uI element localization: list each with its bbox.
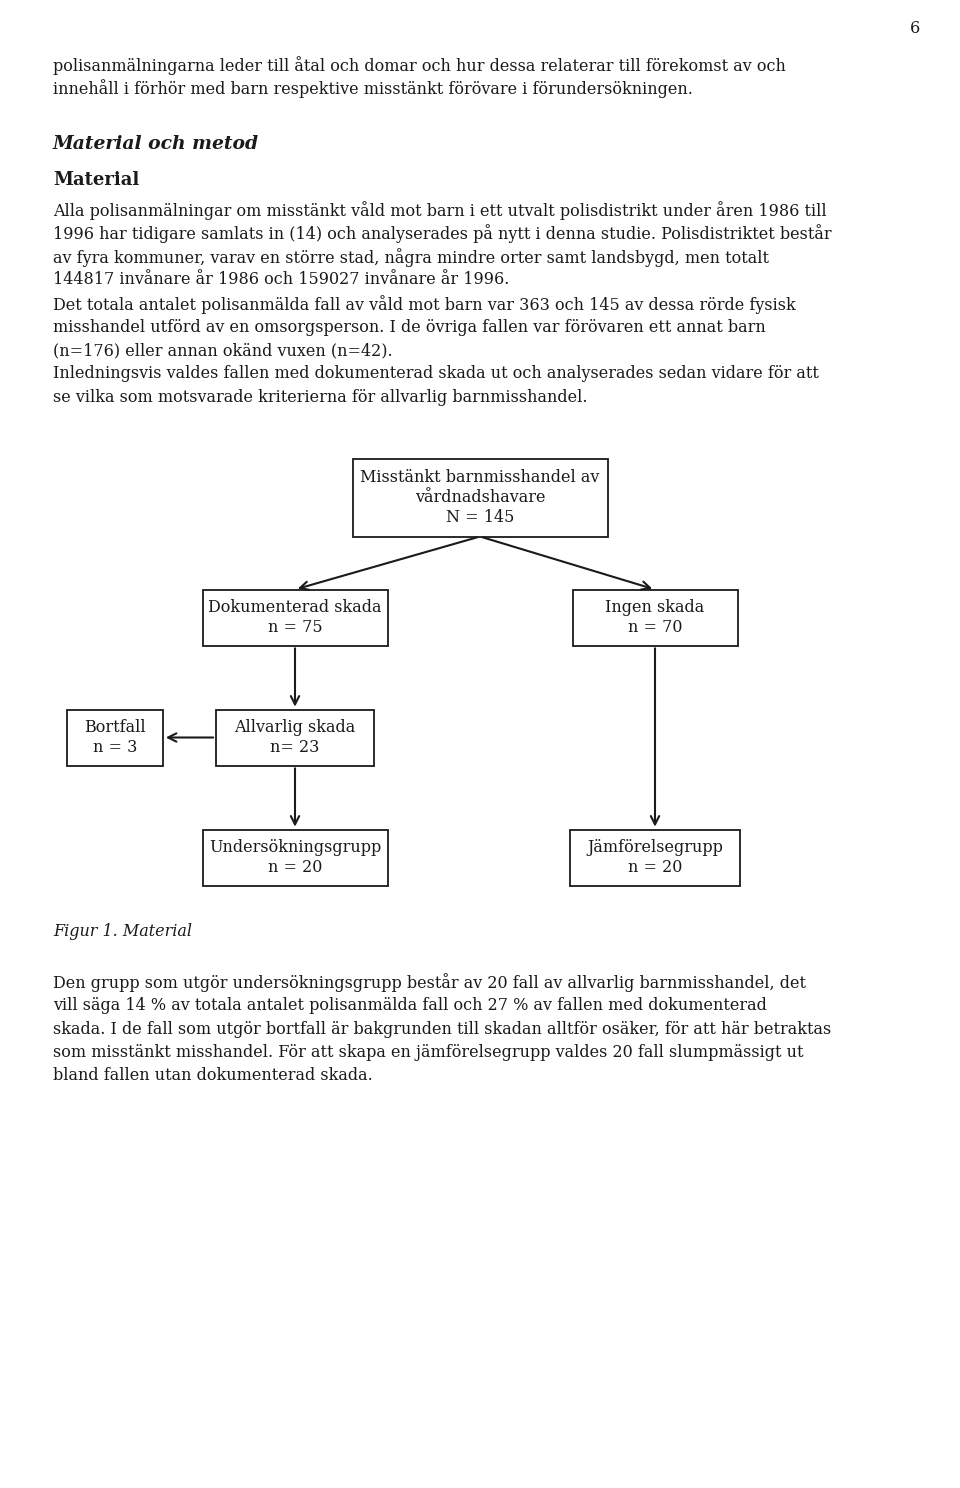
Text: Jämförelsegrupp
n = 20: Jämförelsegrupp n = 20 [588,839,723,876]
Text: Allvarlig skada
n= 23: Allvarlig skada n= 23 [234,719,355,756]
Text: 6: 6 [910,19,920,37]
Text: som misstänkt misshandel. För att skapa en jämförelsegrupp valdes 20 fall slumpm: som misstänkt misshandel. För att skapa … [53,1045,804,1061]
Text: Ingen skada
n = 70: Ingen skada n = 70 [606,600,705,635]
Text: se vilka som motsvarade kriterierna för allvarlig barnmisshandel.: se vilka som motsvarade kriterierna för … [53,388,588,406]
Text: skada. I de fall som utgör bortfall är bakgrunden till skadan alltför osäker, fö: skada. I de fall som utgör bortfall är b… [53,1021,831,1037]
Text: vill säga 14 % av totala antalet polisanmälda fall och 27 % av fallen med dokume: vill säga 14 % av totala antalet polisan… [53,997,767,1013]
Text: misshandel utförd av en omsorgsperson. I de övriga fallen var förövaren ett anna: misshandel utförd av en omsorgsperson. I… [53,318,766,335]
Text: 144817 invånare år 1986 och 159027 invånare år 1996.: 144817 invånare år 1986 och 159027 invån… [53,271,510,289]
Text: Alla polisanmälningar om misstänkt våld mot barn i ett utvalt polisdistrikt unde: Alla polisanmälningar om misstänkt våld … [53,201,827,220]
Text: Material och metod: Material och metod [53,135,259,153]
Text: Inledningsvis valdes fallen med dokumenterad skada ut och analyserades sedan vid: Inledningsvis valdes fallen med dokument… [53,366,819,382]
Text: Figur 1. Material: Figur 1. Material [53,924,192,940]
Text: Material: Material [53,171,139,189]
FancyBboxPatch shape [216,710,374,765]
Text: Misstänkt barnmisshandel av
vårdnadshavare
N = 145: Misstänkt barnmisshandel av vårdnadshava… [360,469,600,525]
FancyBboxPatch shape [572,589,737,646]
Text: Det totala antalet polisanmälda fall av våld mot barn var 363 och 145 av dessa r: Det totala antalet polisanmälda fall av … [53,295,796,314]
Text: Dokumenterad skada
n = 75: Dokumenterad skada n = 75 [208,600,382,635]
Text: innehåll i förhör med barn respektive misstänkt förövare i förundersökningen.: innehåll i förhör med barn respektive mi… [53,79,693,98]
FancyBboxPatch shape [570,829,740,885]
Text: av fyra kommuner, varav en större stad, några mindre orter samt landsbygd, men t: av fyra kommuner, varav en större stad, … [53,248,769,266]
Text: Undersökningsgrupp
n = 20: Undersökningsgrupp n = 20 [209,839,381,876]
Text: Den grupp som utgör undersökningsgrupp består av 20 fall av allvarlig barnmissha: Den grupp som utgör undersökningsgrupp b… [53,973,806,992]
Text: Bortfall
n = 3: Bortfall n = 3 [84,719,146,756]
Text: 1996 har tidigare samlats in (14) och analyserades på nytt i denna studie. Polis: 1996 har tidigare samlats in (14) och an… [53,225,831,244]
Text: bland fallen utan dokumenterad skada.: bland fallen utan dokumenterad skada. [53,1067,372,1085]
Text: polisanmälningarna leder till åtal och domar och hur dessa relaterar till föreko: polisanmälningarna leder till åtal och d… [53,57,786,74]
FancyBboxPatch shape [352,458,608,537]
FancyBboxPatch shape [67,710,163,765]
FancyBboxPatch shape [203,829,388,885]
FancyBboxPatch shape [203,589,388,646]
Text: (n=176) eller annan okänd vuxen (n=42).: (n=176) eller annan okänd vuxen (n=42). [53,342,393,359]
